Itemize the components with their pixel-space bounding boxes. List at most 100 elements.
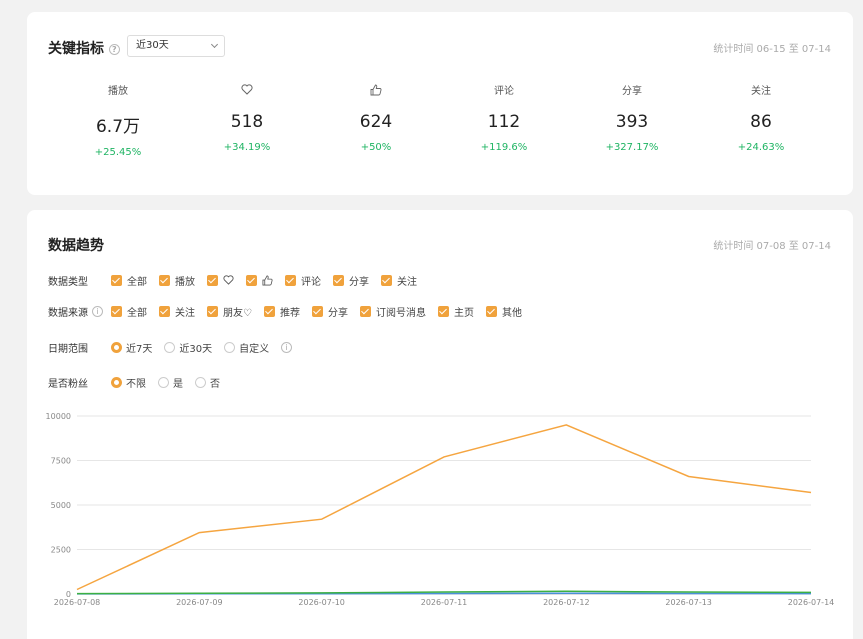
fan-option-any[interactable]: 不限: [111, 375, 146, 390]
metric-value: 86: [750, 112, 772, 132]
radio-unselected[interactable]: [164, 341, 176, 353]
type-option-thumbs[interactable]: [246, 274, 273, 286]
radio-unselected[interactable]: [158, 376, 169, 388]
option-label: 是: [173, 378, 183, 390]
help-icon[interactable]: ?: [108, 43, 120, 55]
metric-play: 播放 6.7万 +25.45%: [54, 84, 182, 158]
metric-label: 播放: [108, 86, 128, 97]
checkbox-checked[interactable]: [437, 305, 449, 317]
metric-label: [183, 84, 311, 100]
type-option-comment[interactable]: 评论: [285, 273, 321, 288]
metric-follow: 关注 86 +24.63%: [697, 84, 825, 153]
x-tick-label: 2026-07-11: [421, 598, 468, 607]
source-option-share[interactable]: 分享: [311, 304, 348, 319]
y-tick-label: 5000: [51, 501, 71, 510]
option-label: 主页: [453, 307, 474, 319]
metrics-title: 关键指标 ?: [48, 38, 120, 58]
option-label: 分享: [349, 276, 369, 288]
checkbox-checked[interactable]: [207, 305, 218, 317]
data-source-label-text: 数据来源: [48, 307, 88, 319]
metric-like: 518 +34.19%: [183, 84, 311, 153]
checkbox-checked[interactable]: [263, 305, 275, 317]
data-type-filter: 数据类型 全部 播放 评论 分享 关注: [48, 272, 429, 288]
fan-label-text: 是否粉丝: [48, 378, 88, 390]
data-source-label: 数据来源 i: [48, 304, 111, 319]
fan-option-no[interactable]: 否: [195, 375, 220, 390]
date-range-label-text: 日期范围: [48, 343, 88, 355]
source-option-homepage[interactable]: 主页: [437, 304, 474, 319]
option-label: 全部: [127, 276, 147, 288]
x-tick-label: 2026-07-14: [788, 598, 835, 607]
fan-filter: 是否粉丝 不限 是 否: [48, 374, 232, 390]
radio-unselected[interactable]: [224, 341, 236, 353]
range-option-7d[interactable]: 近7天: [111, 340, 152, 355]
option-label: 其他: [501, 307, 522, 319]
option-label: 朋友♡: [223, 307, 252, 319]
option-label: 关注: [175, 307, 195, 319]
range-option-30d[interactable]: 近30天: [164, 340, 212, 355]
checkbox-checked[interactable]: [359, 305, 371, 317]
trend-title: 数据趋势: [48, 238, 104, 254]
checkbox-checked[interactable]: [111, 274, 122, 286]
option-label: 全部: [127, 307, 147, 319]
source-option-recommend[interactable]: 推荐: [263, 304, 300, 319]
checkbox-checked[interactable]: [207, 274, 218, 286]
info-icon[interactable]: i: [92, 305, 103, 317]
x-axis-ticks: 2026-07-08 2026-07-09 2026-07-10 2026-07-11…: [54, 598, 835, 607]
info-icon[interactable]: i: [281, 341, 293, 353]
checkbox-checked[interactable]: [285, 274, 296, 286]
metric-value: 518: [230, 112, 264, 132]
type-option-share[interactable]: 分享: [333, 273, 369, 288]
data-trend-card: 数据趋势 统计时间 07-08 至 07-14 数据类型 全部 播放 评论 分享…: [27, 210, 853, 639]
range-select[interactable]: 近30天: [127, 35, 225, 57]
metric-thumbs: 624 +50%: [312, 84, 440, 153]
checkbox-checked[interactable]: [246, 274, 257, 286]
metrics-title-text: 关键指标: [48, 41, 104, 57]
key-metrics-card: 关键指标 ? 近30天 统计时间 06-15 至 07-14 播放 6.7万 +…: [27, 12, 853, 195]
checkbox-checked[interactable]: [111, 305, 122, 317]
data-type-label-text: 数据类型: [48, 276, 88, 288]
radio-selected[interactable]: [111, 341, 122, 353]
source-option-follow[interactable]: 关注: [159, 304, 195, 319]
checkbox-checked[interactable]: [159, 274, 170, 286]
type-option-follow[interactable]: 关注: [381, 273, 417, 288]
checkbox-checked[interactable]: [485, 305, 497, 317]
source-option-other[interactable]: 其他: [485, 304, 522, 319]
metric-value: 6.7万: [95, 117, 141, 137]
radio-unselected[interactable]: [195, 376, 206, 388]
chart-grid: [77, 415, 811, 595]
option-label: 推荐: [279, 307, 300, 319]
y-tick-label: 2500: [51, 546, 71, 555]
source-option-all[interactable]: 全部: [111, 304, 147, 319]
fan-option-yes[interactable]: 是: [158, 375, 183, 390]
thumbs-up-icon: [262, 275, 273, 285]
y-tick-label: 0: [66, 590, 71, 599]
option-label: 否: [210, 378, 220, 390]
metric-label: 评论: [494, 86, 514, 97]
metric-label: [312, 84, 440, 100]
type-option-like[interactable]: [207, 274, 234, 286]
metric-change: +25.45%: [94, 147, 142, 158]
metric-comment: 评论 112 +119.6%: [440, 84, 568, 153]
checkbox-checked[interactable]: [159, 305, 170, 317]
checkbox-checked[interactable]: [381, 274, 392, 286]
type-option-play[interactable]: 播放: [159, 273, 195, 288]
source-option-subscription[interactable]: 订阅号消息: [359, 304, 426, 319]
metric-change: +119.6%: [480, 142, 528, 153]
metric-value: 624: [359, 112, 393, 132]
source-option-friends[interactable]: 朋友♡: [207, 304, 252, 319]
checkbox-checked[interactable]: [311, 305, 323, 317]
trend-stat-time: 统计时间 07-08 至 07-14: [713, 241, 831, 252]
heart-icon: [241, 84, 253, 95]
metric-value: 393: [615, 112, 649, 132]
y-tick-label: 10000: [46, 412, 71, 421]
option-label: 不限: [126, 378, 146, 390]
range-option-custom[interactable]: 自定义: [224, 340, 269, 355]
type-option-all[interactable]: 全部: [111, 273, 147, 288]
radio-selected[interactable]: [111, 376, 122, 388]
x-tick-label: 2026-07-13: [665, 598, 712, 607]
checkbox-checked[interactable]: [333, 274, 344, 286]
metric-label: 关注: [751, 86, 771, 97]
option-label: 自定义: [239, 343, 270, 355]
